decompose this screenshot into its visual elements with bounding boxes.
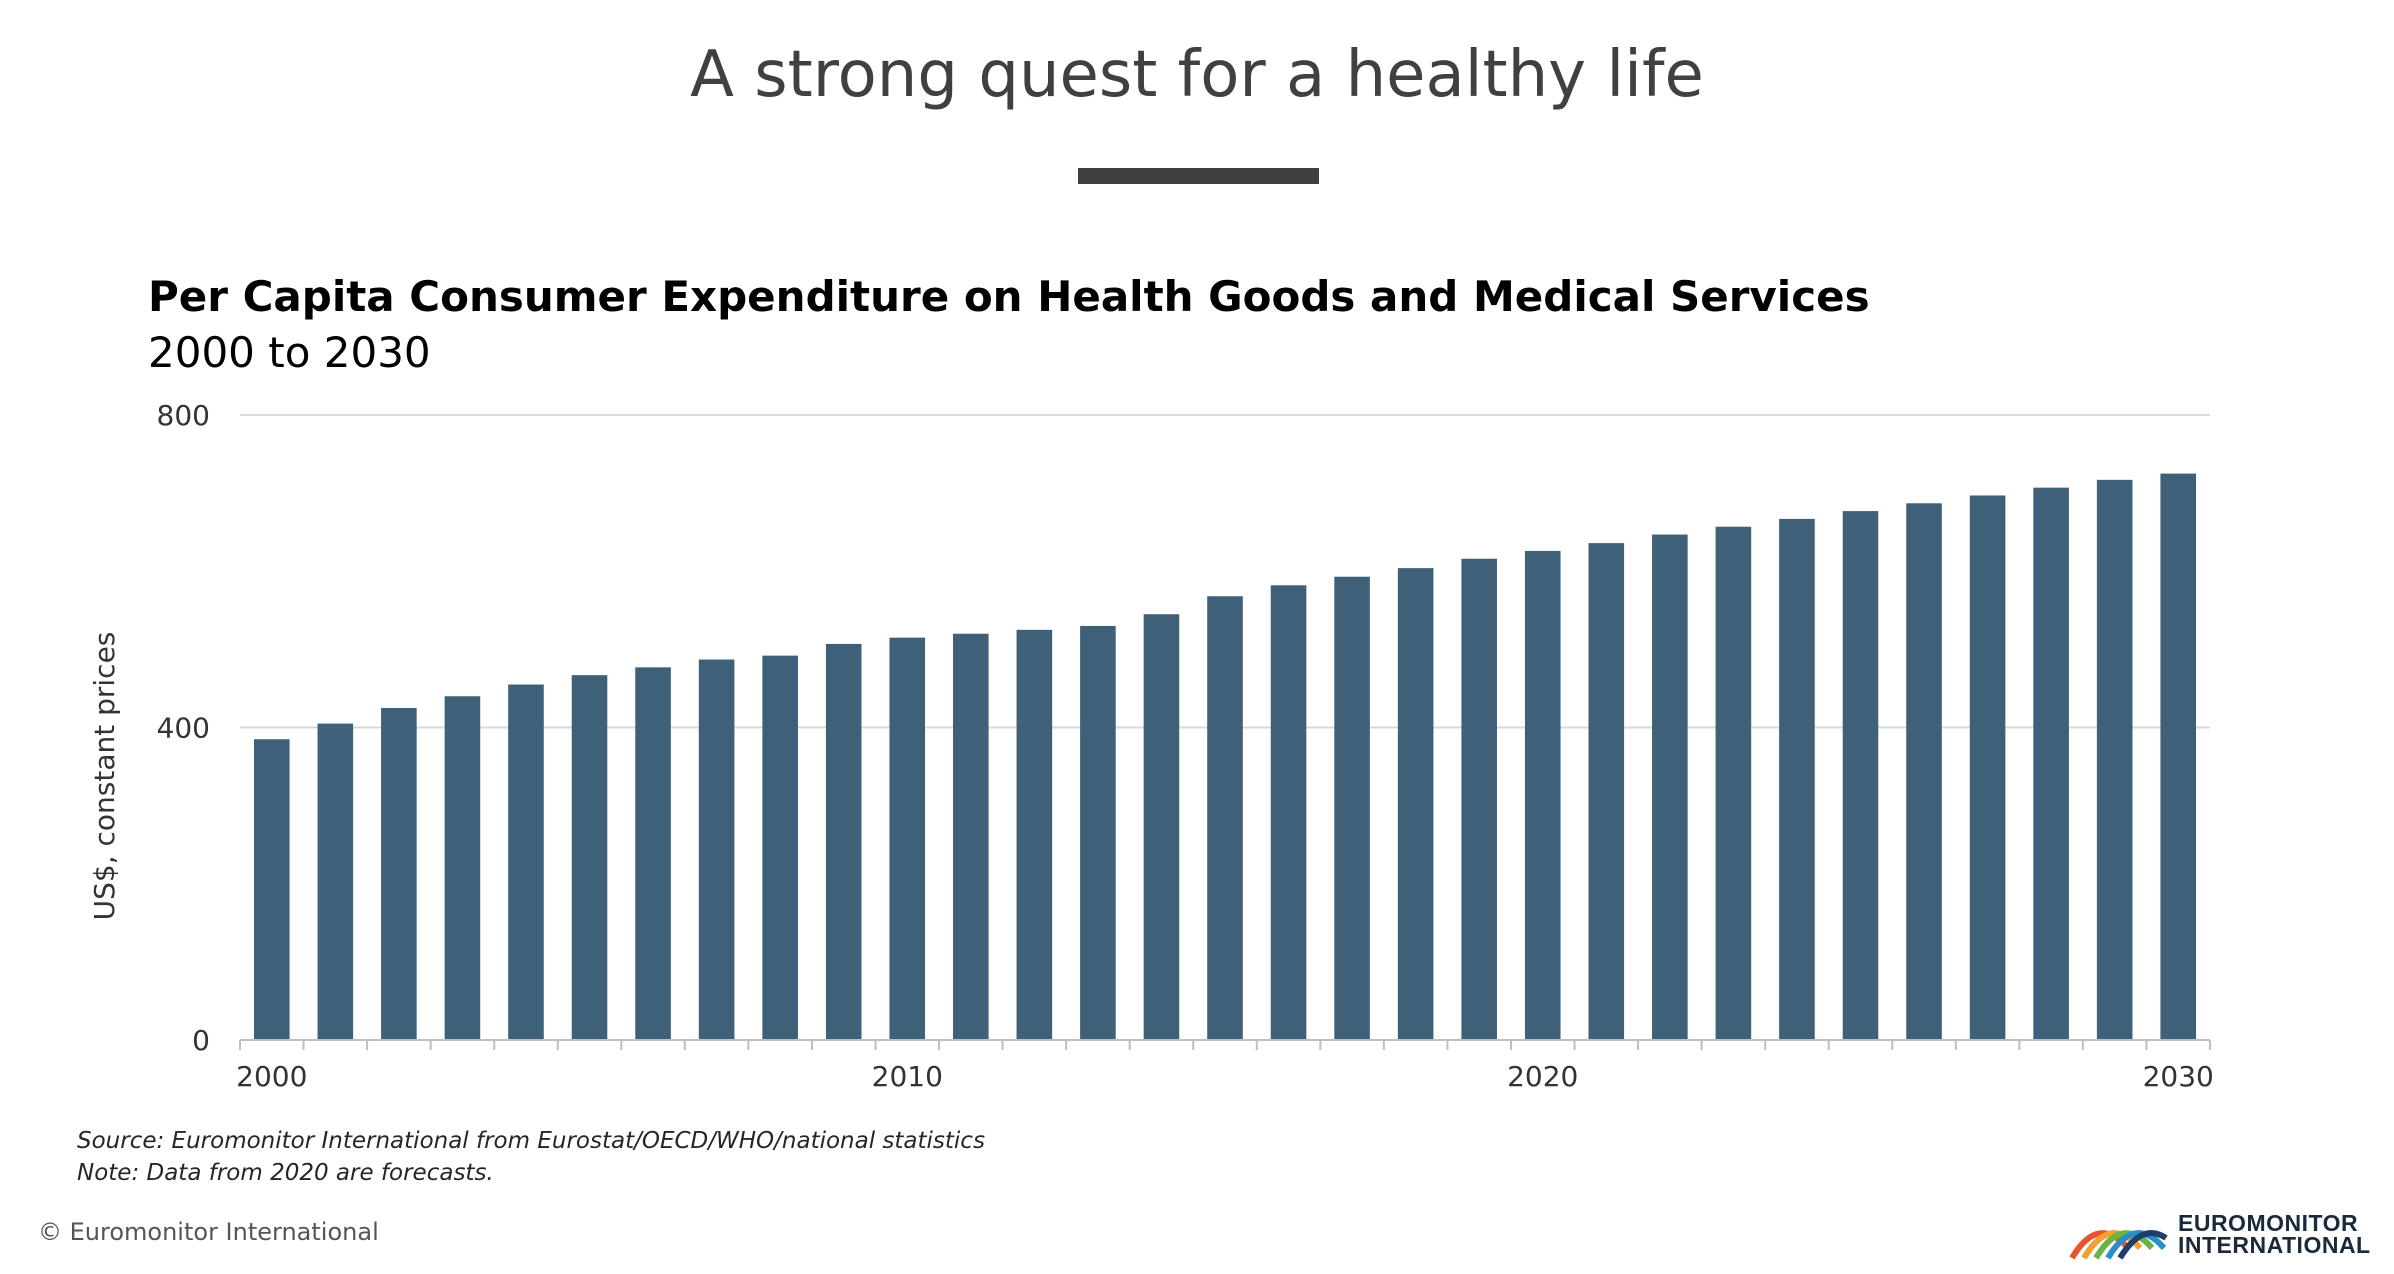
bar-2005 [571,675,608,1040]
bar-2016 [1270,585,1307,1040]
bar-2009 [825,643,862,1040]
chart-title: Per Capita Consumer Expenditure on Healt… [148,272,1870,321]
bar-2006 [635,667,671,1040]
bar-2013 [1080,625,1116,1040]
bar-2001 [317,723,354,1040]
bar-2022 [1652,534,1688,1040]
chart-subtitle: 2000 to 2030 [148,328,431,377]
bar-2023 [1715,526,1752,1040]
bars [253,473,2197,1040]
bar-2014 [1143,614,1180,1040]
x-axis [239,1039,2211,1050]
bar-2011 [953,633,989,1040]
bar-2008 [762,655,798,1040]
bar-2028 [2033,487,2069,1040]
tick-labels: 0 400 800 2000 2010 2020 2030 [157,399,2214,1093]
bar-2004 [508,684,544,1040]
bar-2018 [1397,568,1434,1040]
bar-2000 [253,739,290,1040]
x-tick-label: 2010 [872,1060,943,1093]
y-tick-label: 800 [157,399,210,432]
bar-2024 [1779,518,1815,1040]
source-note: Source: Euromonitor International from E… [77,1128,985,1154]
logo-line-2: INTERNATIONAL [2178,1232,2371,1258]
rainbow-arcs-icon [2069,1230,2168,1260]
bar-2003 [444,696,481,1040]
title-divider [1078,168,1319,184]
bar-2025 [1842,511,1879,1040]
slide-title: A strong quest for a healthy life [690,38,1704,112]
bar-2012 [1016,629,1053,1040]
x-tick-label: 2000 [236,1060,307,1093]
bar-2007 [698,659,735,1040]
bar-2027 [1969,495,2006,1040]
copyright-text: © Euromonitor International [38,1218,379,1246]
bar-2030 [2160,473,2197,1040]
y-tick-label: 400 [157,712,210,745]
y-axis-label: US$, constant prices [88,632,121,921]
x-tick-label: 2030 [2143,1060,2214,1093]
bar-2029 [2096,479,2133,1040]
bar-2026 [1906,503,1942,1040]
logo-line-1: EUROMONITOR [2178,1210,2359,1236]
forecast-note: Note: Data from 2020 are forecasts. [77,1160,494,1186]
bar-2002 [381,707,417,1040]
x-tick-label: 2020 [1507,1060,1578,1093]
euromonitor-logo: EUROMONITOR INTERNATIONAL [2068,1208,2371,1264]
bar-2021 [1588,543,1625,1040]
bar-2015 [1207,596,1243,1040]
bar-2020 [1524,550,1561,1040]
bar-2010 [889,637,926,1040]
bar-2017 [1334,576,1370,1040]
bar-2019 [1461,558,1497,1040]
y-tick-label: 0 [192,1024,210,1057]
